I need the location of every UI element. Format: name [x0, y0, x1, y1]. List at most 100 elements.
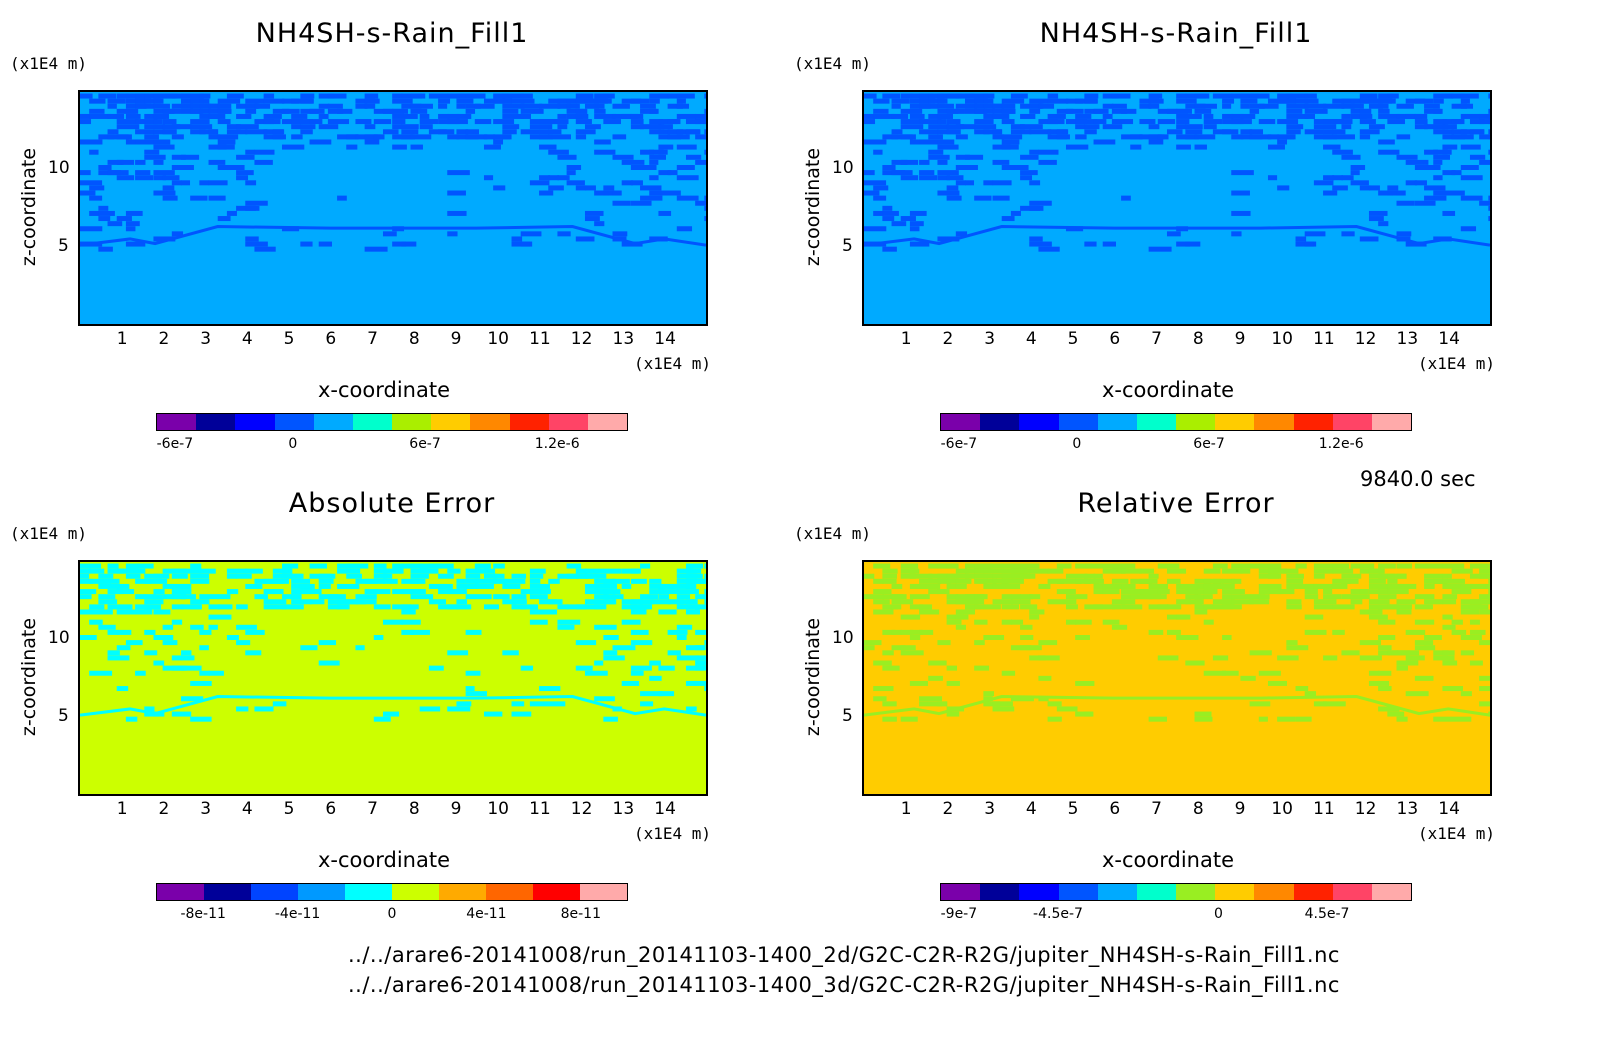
heatmap-cell: [392, 144, 407, 150]
colorbar-tick-label: 1.2e-6: [1318, 436, 1364, 452]
heatmap-cell: [1093, 119, 1107, 125]
heatmap-cell: [1286, 98, 1297, 104]
heatmap-cell: [272, 108, 290, 114]
heatmap-cell: [1010, 134, 1023, 140]
heatmap-cell: [1020, 170, 1038, 176]
heatmap-cell: [1056, 563, 1072, 569]
heatmap-cell: [1460, 175, 1483, 181]
heatmap-cell: [1166, 604, 1182, 610]
heatmap-cell: [1405, 180, 1418, 186]
heatmap-cell: [318, 113, 329, 119]
heatmap-cell: [974, 119, 994, 125]
heatmap-cell: [190, 108, 204, 114]
heatmap-cell: [937, 190, 960, 196]
heatmap-cell: [946, 594, 959, 600]
heatmap-cell: [685, 680, 697, 686]
colorbar-tick-label: -4.5e-7: [1033, 906, 1083, 922]
heatmap-cell: [955, 134, 968, 140]
heatmap-cell: [447, 210, 467, 216]
heatmap-cell: [1359, 113, 1373, 119]
colorbar-segment: [548, 414, 588, 430]
heatmap-cell: [337, 583, 360, 589]
heatmap-cell: [1323, 134, 1337, 140]
heatmap-cell: [955, 609, 976, 615]
heatmap-cell: [1102, 124, 1123, 130]
heatmap-cell: [1442, 624, 1456, 630]
heatmap-cell: [1065, 108, 1084, 114]
heatmap-cell: [1396, 583, 1417, 589]
heatmap-cell: [1231, 231, 1242, 237]
heatmap-cell: [928, 154, 950, 160]
colorbar-segment: [1136, 884, 1177, 900]
x-tick-label: 8: [408, 799, 420, 819]
heatmap-cell: [1093, 108, 1109, 114]
heatmap-cell: [1065, 594, 1088, 600]
heatmap-cell: [217, 139, 236, 145]
heatmap-cell: [1020, 604, 1038, 610]
heatmap-cell: [153, 573, 170, 579]
heatmap-cell: [612, 190, 622, 196]
heatmap-cell: [419, 119, 438, 125]
heatmap-cell: [566, 113, 584, 119]
heatmap-cell: [946, 665, 957, 671]
heatmap-cell: [80, 180, 103, 186]
heatmap-cell: [1387, 578, 1398, 584]
colorbar-segment: [941, 884, 981, 900]
heatmap-cell: [254, 706, 274, 712]
heatmap-cell: [1295, 236, 1307, 242]
heatmap-cell: [1332, 129, 1346, 135]
heatmap-cell: [1313, 134, 1333, 140]
heatmap-cell: [483, 604, 500, 610]
heatmap-cell: [1469, 619, 1480, 625]
heatmap-cell: [107, 103, 117, 109]
heatmap-cell: [263, 113, 282, 119]
heatmap-cell: [1029, 180, 1041, 186]
heatmap-cell: [1433, 108, 1443, 114]
heatmap-cell: [1139, 568, 1154, 574]
heatmap-cell: [419, 113, 430, 119]
heatmap-cell: [456, 119, 468, 125]
heatmap-cell: [1065, 144, 1089, 150]
heatmap-cell: [539, 175, 551, 181]
heatmap-cell: [1001, 670, 1016, 676]
heatmap-cell: [1047, 568, 1064, 574]
heatmap-cell: [373, 573, 388, 579]
heatmap-cell: [1286, 103, 1309, 109]
heatmap-cell: [1047, 119, 1065, 125]
heatmap-cell: [162, 93, 178, 99]
heatmap-cell: [983, 604, 1001, 610]
heatmap-cell: [410, 134, 432, 140]
heatmap-cell: [548, 185, 564, 191]
heatmap-cell: [1479, 134, 1490, 140]
heatmap-cell: [630, 568, 641, 574]
heatmap-cell: [382, 711, 400, 717]
heatmap-cell: [658, 589, 679, 595]
heatmap-cell: [1378, 221, 1389, 227]
heatmap-cell: [873, 609, 894, 615]
x-tick-label: 2: [942, 799, 954, 819]
heatmap-cell: [438, 98, 451, 104]
heatmap-cell: [575, 573, 594, 579]
x-tick-label: 10: [1271, 329, 1293, 349]
heatmap-cell: [1286, 640, 1298, 646]
heatmap-cell: [1056, 589, 1075, 595]
heatmap-cell: [447, 589, 467, 595]
heatmap-cell: [584, 103, 599, 109]
heatmap-cell: [900, 650, 924, 656]
heatmap-cell: [153, 139, 171, 145]
heatmap-cell: [438, 583, 453, 589]
heatmap-cell: [1084, 129, 1097, 135]
heatmap-cell: [1249, 599, 1270, 605]
heatmap-cell: [1442, 614, 1453, 620]
heatmap-cell: [946, 619, 962, 625]
heatmap-cell: [1194, 144, 1207, 150]
heatmap-cell: [1148, 583, 1168, 589]
heatmap-cell: [1488, 599, 1490, 605]
heatmap-cell: [992, 599, 1014, 605]
colorbar-segment: [580, 884, 627, 900]
heatmap-cell: [575, 665, 593, 671]
heatmap-cell: [1469, 629, 1486, 635]
heatmap-cell: [882, 246, 897, 252]
heatmap-cell: [909, 113, 925, 119]
heatmap-cell: [1166, 629, 1181, 635]
